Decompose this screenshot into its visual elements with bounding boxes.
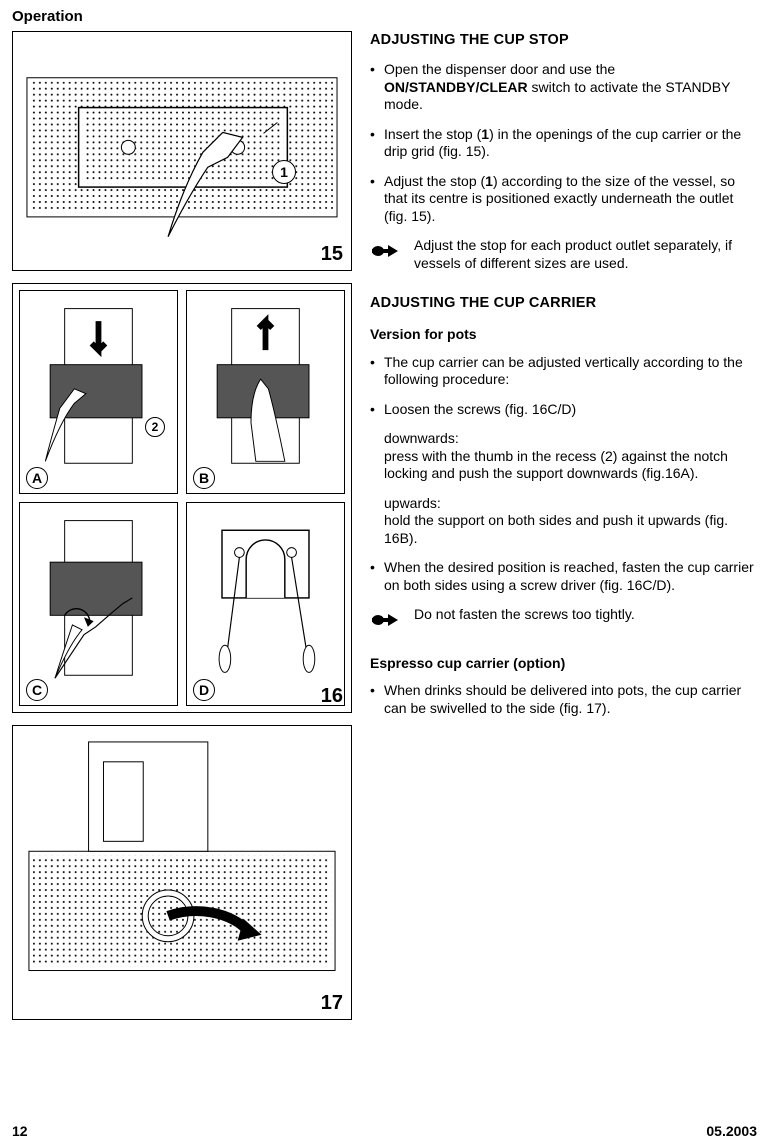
- cup-carrier-list-1: The cup carrier can be adjusted vertical…: [370, 354, 757, 419]
- cup-stop-title: ADJUSTING THE CUP STOP: [370, 31, 757, 49]
- figure-16: 2 A B: [12, 283, 352, 713]
- figure-16-panel-b: B: [186, 290, 345, 494]
- panel-a-illustration: [26, 297, 171, 481]
- panel-c-illustration: [26, 509, 171, 693]
- panel-b-letter: B: [193, 467, 215, 489]
- figure-15: 1 15: [12, 31, 352, 271]
- espresso-list: When drinks should be delivered into pot…: [370, 682, 757, 717]
- cup-carrier-bullet-1: The cup carrier can be adjusted vertical…: [370, 354, 757, 389]
- cup-stop-item-3: Adjust the stop (1) according to the siz…: [370, 173, 757, 226]
- page-header: Operation: [12, 8, 757, 25]
- upwards-text: hold the support on both sides and push …: [384, 512, 757, 547]
- panel-c-letter: C: [26, 679, 48, 701]
- espresso-title: Espresso cup carrier (option): [370, 655, 757, 673]
- text-bold: ON/STANDBY/CLEAR: [384, 79, 528, 95]
- pointing-hand-icon: [370, 606, 404, 635]
- cup-stop-item-2: Insert the stop (1) in the openings of t…: [370, 126, 757, 161]
- page-footer: 12 05.2003: [12, 1123, 757, 1139]
- figure-17-number: 17: [321, 992, 343, 1015]
- text-bold: 1: [481, 126, 489, 142]
- downwards-text: press with the thumb in the recess (2) a…: [384, 448, 757, 483]
- upwards-label: upwards:: [384, 495, 757, 513]
- downwards-label: downwards:: [384, 430, 757, 448]
- figure-16-panels: 2 A B: [19, 290, 345, 706]
- footer-date: 05.2003: [706, 1123, 757, 1139]
- version-pots-title: Version for pots: [370, 326, 757, 344]
- figure-15-callout-1: 1: [272, 160, 296, 184]
- panel-b-illustration: [193, 297, 338, 481]
- figures-column: 1 15 2 A: [12, 31, 352, 1032]
- cup-stop-note: Adjust the stop for each product outlet …: [370, 237, 757, 272]
- cup-carrier-note-text: Do not fasten the screws too tightly.: [414, 606, 757, 635]
- text: Insert the stop (: [384, 126, 481, 142]
- panel-d-illustration: [193, 509, 338, 693]
- panel-a-callout-2: 2: [145, 417, 165, 437]
- page-number: 12: [12, 1123, 28, 1139]
- figure-16-panel-a: 2 A: [19, 290, 178, 494]
- figure-17: 17: [12, 725, 352, 1020]
- content-area: 1 15 2 A: [12, 31, 757, 1032]
- text-bold: 1: [485, 173, 493, 189]
- panel-a-letter: A: [26, 467, 48, 489]
- cup-carrier-bullet-3: When the desired position is reached, fa…: [370, 559, 757, 594]
- cup-stop-note-text: Adjust the stop for each product outlet …: [414, 237, 757, 272]
- text: Adjust the stop (: [384, 173, 485, 189]
- figure-15-number: 15: [321, 243, 343, 266]
- cup-carrier-note: Do not fasten the screws too tightly.: [370, 606, 757, 635]
- cup-carrier-title: ADJUSTING THE CUP CARRIER: [370, 294, 757, 312]
- figure-16-number: 16: [321, 685, 343, 708]
- upwards-block: upwards: hold the support on both sides …: [370, 495, 757, 548]
- figure-16-panel-c: C: [19, 502, 178, 706]
- figure-16-panel-d: D: [186, 502, 345, 706]
- figure-15-illustration: [19, 38, 345, 265]
- figure-17-illustration: [19, 732, 345, 1013]
- cup-carrier-bullet-2: Loosen the screws (fig. 16C/D): [370, 401, 757, 419]
- panel-d-letter: D: [193, 679, 215, 701]
- text-column: ADJUSTING THE CUP STOP Open the dispense…: [370, 31, 757, 1032]
- pointing-hand-icon: [370, 237, 404, 272]
- cup-stop-item-1: Open the dispenser door and use the ON/S…: [370, 61, 757, 114]
- espresso-bullet: When drinks should be delivered into pot…: [370, 682, 757, 717]
- cup-stop-list: Open the dispenser door and use the ON/S…: [370, 61, 757, 225]
- cup-carrier-list-2: When the desired position is reached, fa…: [370, 559, 757, 594]
- downwards-block: downwards: press with the thumb in the r…: [370, 430, 757, 483]
- text: Open the dispenser door and use the: [384, 61, 615, 77]
